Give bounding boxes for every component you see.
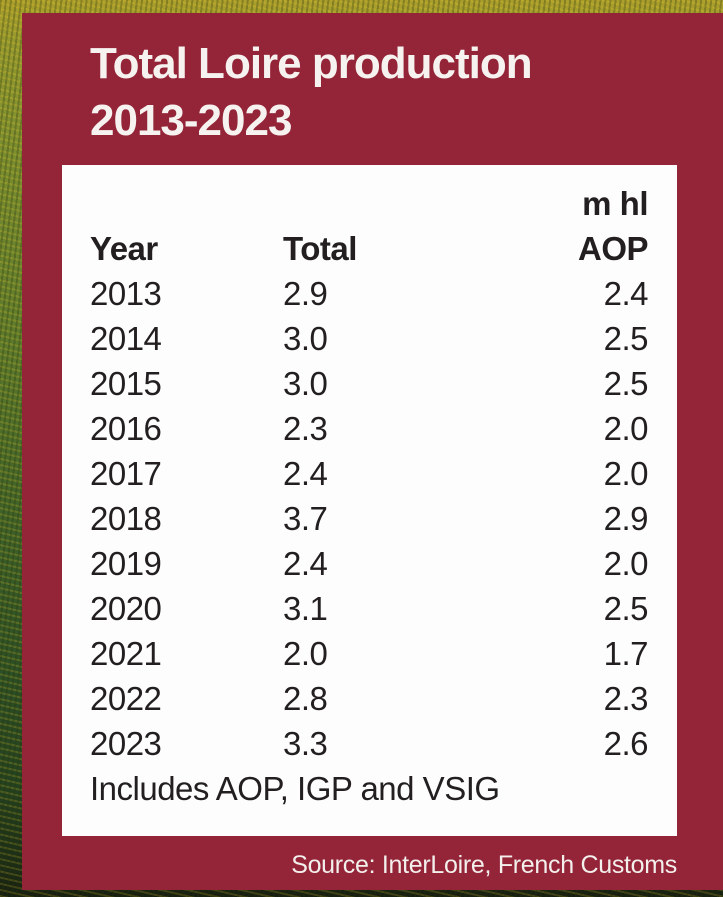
aop-cell: 2.5: [603, 365, 649, 402]
aop-cell: 2.3: [603, 680, 649, 717]
infographic-card: Total Loire production 2013-2023 m hl Ye…: [22, 13, 723, 890]
total-cell: 2.8: [283, 680, 328, 717]
table-row: 2023 3.3 2.6: [90, 721, 649, 766]
aop-cell: 2.9: [603, 500, 649, 537]
page-title: Total Loire production 2013-2023: [90, 35, 690, 149]
table-row: 2013 2.9 2.4: [90, 271, 649, 316]
year-cell: 2016: [90, 410, 162, 447]
aop-cell: 2.0: [603, 545, 649, 582]
column-header-total: Total: [283, 230, 357, 267]
table-row: 2014 3.0 2.5: [90, 316, 649, 361]
table-row: 2017 2.4 2.0: [90, 451, 649, 496]
total-cell: 2.9: [283, 275, 328, 312]
total-cell: 3.3: [283, 725, 328, 762]
aop-cell: 2.6: [603, 725, 649, 762]
column-header-year: Year: [90, 230, 158, 267]
table-header-row: Year Total AOP: [90, 226, 649, 271]
aop-cell: 2.5: [603, 320, 649, 357]
year-cell: 2013: [90, 275, 162, 312]
total-cell: 2.4: [283, 545, 328, 582]
total-cell: 3.0: [283, 365, 328, 402]
table-row: 2022 2.8 2.3: [90, 676, 649, 721]
aop-cell: 1.7: [603, 635, 649, 672]
table-row: 2018 3.7 2.9: [90, 496, 649, 541]
aop-cell: 2.0: [603, 455, 649, 492]
total-cell: 3.0: [283, 320, 328, 357]
table-panel: m hl Year Total AOP 2013 2.9 2.4 2014 3.…: [62, 165, 677, 836]
table-row: 2019 2.4 2.0: [90, 541, 649, 586]
table-row: 2016 2.3 2.0: [90, 406, 649, 451]
table-body: 2013 2.9 2.4 2014 3.0 2.5 2015 3.0 2.5 2…: [90, 271, 649, 766]
year-cell: 2017: [90, 455, 162, 492]
table-row: 2015 3.0 2.5: [90, 361, 649, 406]
table-footnote: Includes AOP, IGP and VSIG: [90, 770, 500, 807]
year-cell: 2019: [90, 545, 162, 582]
total-cell: 3.1: [283, 590, 328, 627]
year-cell: 2014: [90, 320, 162, 357]
unit-row: m hl: [90, 181, 648, 226]
page-title-line2: 2013-2023: [90, 96, 292, 145]
total-cell: 3.7: [283, 500, 328, 537]
year-cell: 2021: [90, 635, 162, 672]
aop-cell: 2.0: [603, 410, 649, 447]
year-cell: 2022: [90, 680, 162, 717]
page-title-line1: Total Loire production: [90, 39, 533, 88]
year-cell: 2015: [90, 365, 162, 402]
source-caption: Source: InterLoire, French Customs: [291, 851, 677, 879]
table-row: 2021 2.0 1.7: [90, 631, 649, 676]
aop-cell: 2.5: [603, 590, 649, 627]
total-cell: 2.4: [283, 455, 328, 492]
year-cell: 2018: [90, 500, 162, 537]
table-row: 2020 3.1 2.5: [90, 586, 649, 631]
year-cell: 2023: [90, 725, 162, 762]
total-cell: 2.0: [283, 635, 328, 672]
column-header-aop: AOP: [577, 230, 649, 267]
total-cell: 2.3: [283, 410, 328, 447]
year-cell: 2020: [90, 590, 162, 627]
aop-cell: 2.4: [603, 275, 649, 312]
unit-label: m hl: [582, 185, 648, 222]
